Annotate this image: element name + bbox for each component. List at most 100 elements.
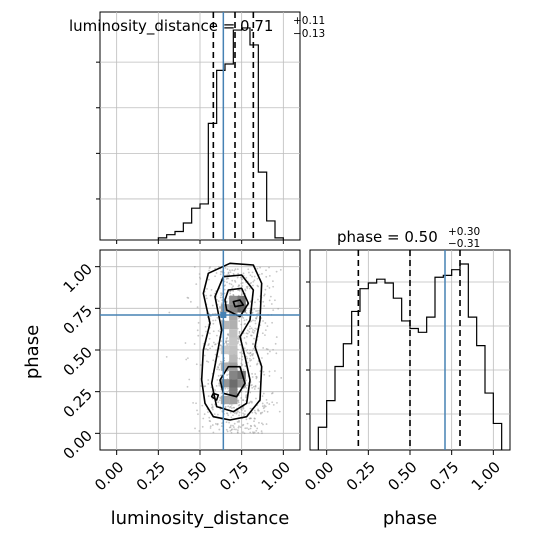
scatter-point (217, 366, 219, 368)
scatter-point (207, 379, 210, 381)
scatter-point (251, 271, 254, 274)
scatter-point (238, 331, 241, 333)
scatter-point (195, 283, 198, 286)
scatter-point (240, 278, 243, 280)
scatter-point (229, 271, 232, 274)
phase-title-lower: −0.31 (448, 238, 480, 250)
scatter-point (215, 334, 218, 337)
y-tick-label: 0.00 (60, 427, 96, 463)
x-tick-label: 0.25 (343, 458, 379, 494)
scatter-point (225, 421, 228, 424)
scatter-point (237, 425, 240, 428)
scatter-point (216, 368, 218, 371)
scatter-point (238, 421, 240, 423)
scatter-point (261, 405, 264, 408)
scatter-point (240, 409, 243, 412)
scatter-point (242, 399, 245, 402)
luminosity-distance-title: luminosity_distance = 0.71 (69, 17, 273, 36)
scatter-point (208, 337, 211, 340)
scatter-point (193, 266, 196, 268)
scatter-point (248, 330, 251, 333)
scatter-point (232, 285, 234, 288)
scatter-point (263, 294, 266, 297)
density-cell (229, 370, 238, 380)
scatter-point (245, 341, 247, 344)
scatter-point (215, 272, 218, 274)
scatter-point (230, 404, 233, 406)
scatter-point (242, 431, 244, 434)
scatter-point (208, 343, 210, 345)
scatter-point (275, 352, 278, 355)
scatter-point (206, 288, 208, 290)
scatter-point (254, 417, 256, 420)
scatter-point (245, 312, 248, 315)
scatter-point (217, 374, 220, 377)
scatter-point (214, 319, 217, 322)
density-cell (229, 329, 238, 338)
scatter-point (237, 285, 240, 288)
scatter-point (245, 342, 248, 345)
quantile-lines (212, 12, 255, 240)
scatter-point (239, 351, 242, 354)
scatter-point (203, 385, 206, 388)
scatter-point (208, 278, 210, 281)
scatter-point (202, 417, 205, 420)
scatter-point (197, 334, 200, 337)
scatter-point (251, 311, 254, 314)
scatter-point (242, 412, 245, 415)
scatter-point (250, 400, 253, 403)
x-tick-labels: 0.00 0.25 0.50 0.75 1.00 (91, 458, 294, 494)
scatter-point (257, 409, 259, 412)
scatter-point (252, 342, 254, 345)
scatter-point (225, 338, 228, 340)
scatter-point (226, 281, 228, 284)
scatter-point (247, 428, 250, 431)
scatter-point (219, 273, 222, 276)
scatter-point (216, 316, 219, 319)
scatter-point (251, 331, 254, 333)
scatter-point (228, 282, 231, 285)
scatter-point (253, 307, 256, 310)
scatter-point (199, 364, 202, 366)
scatter-point (226, 430, 229, 433)
scatter-point (248, 357, 251, 360)
scatter-point (238, 332, 241, 335)
density-cell (220, 320, 230, 330)
scatter-point (272, 403, 275, 406)
scatter-point (269, 350, 271, 353)
scatter-point (265, 275, 268, 278)
scatter-point (198, 273, 201, 275)
scatter-point (246, 422, 249, 425)
density-cell (220, 345, 230, 355)
scatter-point (233, 422, 236, 425)
scatter-point (245, 318, 248, 321)
scatter-point (246, 427, 248, 430)
density-cell (237, 295, 246, 305)
scatter-point (245, 387, 248, 389)
tick-marks (95, 266, 284, 455)
scatter-point (254, 425, 257, 428)
scatter-point (243, 432, 246, 435)
scatter-point (226, 412, 228, 415)
scatter-point (271, 401, 274, 404)
density-contours (200, 262, 263, 421)
scatter-point (253, 388, 256, 390)
scatter-point (238, 357, 241, 360)
density-cell (229, 354, 238, 363)
scatter-point (261, 411, 264, 414)
scatter-point (235, 412, 238, 415)
scatter-point (229, 406, 231, 409)
scatter-point (227, 277, 230, 280)
scatter-point (219, 306, 222, 309)
scatter-point (272, 309, 275, 312)
scatter-point (236, 431, 239, 434)
scatter-point (214, 389, 217, 392)
scatter-point (192, 401, 194, 404)
scatter-point (240, 282, 243, 285)
scatter-point (251, 275, 253, 278)
scatter-point (246, 329, 249, 332)
scatter-point (211, 304, 214, 307)
scatter-point (236, 276, 239, 279)
scatter-point (231, 428, 233, 431)
